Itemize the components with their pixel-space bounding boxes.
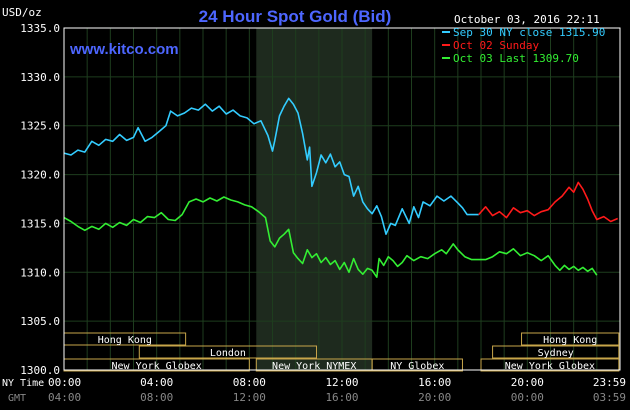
x-tick-label-gmt: 04:00	[48, 391, 81, 404]
website-label: www.kitco.com	[69, 41, 179, 58]
series-line-1	[478, 181, 619, 223]
unit-label: USD/oz	[2, 6, 42, 19]
x-tick-label-gmt: 20:00	[418, 391, 451, 404]
session-label: New York NYMEX	[272, 361, 356, 372]
y-tick-label: 1315.0	[20, 217, 60, 230]
y-tick-label: 1310.0	[20, 266, 60, 279]
y-tick-label: 1305.0	[20, 315, 60, 328]
session-label: Hong Kong	[543, 335, 597, 346]
x-tick-label-gmt: 16:00	[325, 391, 358, 404]
session-box	[480, 358, 620, 372]
y-tick-label: 1300.0	[20, 364, 60, 377]
legend-entry: Oct 02 Sunday	[453, 39, 539, 52]
y-tick-label: 1325.0	[20, 120, 60, 133]
plot-frame	[63, 27, 621, 371]
x-tick-label-ny: 12:00	[325, 376, 358, 389]
session-box	[521, 332, 620, 346]
chart-title: 24 Hour Spot Gold (Bid)	[199, 7, 392, 26]
session-label: NY Globex	[390, 361, 444, 372]
nymex-shaded-band	[256, 28, 373, 370]
x-tick-label-ny: 20:00	[511, 376, 544, 389]
y-tick-label: 1320.0	[20, 169, 60, 182]
series-line-0	[63, 97, 479, 235]
x-tick-label-ny: 23:59	[593, 376, 626, 389]
legend-entry: Sep 30 NY close 1315.90	[453, 26, 605, 39]
x-tick-label-ny: 16:00	[418, 376, 451, 389]
timestamp: October 03, 2016 22:11	[454, 13, 600, 26]
x-tick-label-gmt: 03:59	[593, 391, 626, 404]
x-tick-label-ny: 04:00	[140, 376, 173, 389]
y-tick-label: 1330.0	[20, 71, 60, 84]
session-label: New York Globex	[112, 361, 202, 372]
session-box	[371, 358, 463, 372]
legend-entry: Oct 03 Last 1309.70	[453, 52, 579, 65]
session-box	[138, 345, 318, 359]
session-box	[492, 345, 620, 359]
x-tick-label-ny: 08:00	[233, 376, 266, 389]
y-tick-label: 1335.0	[20, 22, 60, 35]
gmt-row-label: GMT	[8, 393, 26, 404]
session-label: Hong Kong	[98, 335, 152, 346]
session-label: London	[210, 348, 246, 359]
session-label: Sydney	[538, 348, 574, 359]
x-tick-label-ny: 00:00	[48, 376, 81, 389]
x-tick-label-gmt: 00:00	[511, 391, 544, 404]
x-tick-label-gmt: 08:00	[140, 391, 173, 404]
ny-time-row-label: NY Time	[2, 378, 44, 389]
session-label: New York Globex	[505, 361, 595, 372]
series-line-2	[63, 196, 598, 278]
x-tick-label-gmt: 12:00	[233, 391, 266, 404]
